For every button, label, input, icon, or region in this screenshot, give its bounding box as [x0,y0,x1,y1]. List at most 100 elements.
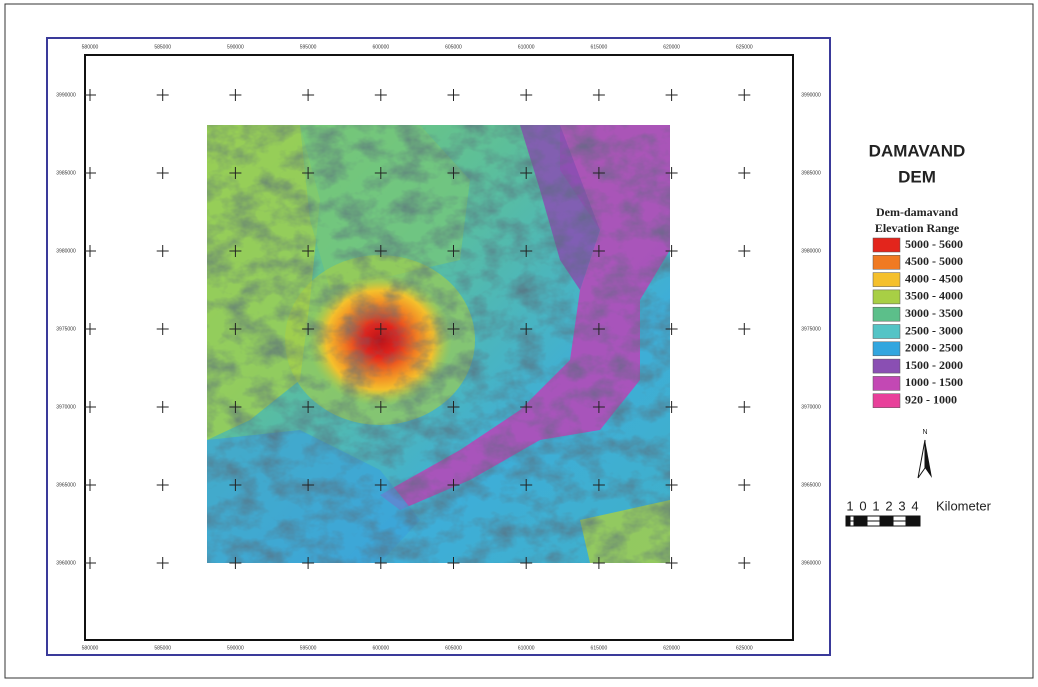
grid-cross [665,245,678,257]
grid-cross [374,557,387,569]
x-coord-label: 620000 [663,645,680,651]
coordinate-grid: 580000 580000 585000 585000 590000 590000 5950… [56,44,821,651]
x-coord-label: 615000 [591,44,608,50]
grid-cross [302,557,315,569]
y-coord-label: 3970000 [56,404,76,410]
y-coord-label: 3970000 [801,404,821,410]
grid-cross [592,401,605,413]
grid-cross [302,323,315,335]
legend-label: 1500 - 2000 [905,358,963,372]
grid-cross [156,557,169,569]
y-coord-label: 3975000 [56,326,76,332]
grid-cross [156,401,169,413]
grid-cross [520,401,533,413]
dem-image [207,125,670,563]
grid-cross [229,479,242,491]
x-coord-label: 610000 [518,44,535,50]
legend-label: 2000 - 2500 [905,341,963,355]
x-coord-label: 605000 [445,44,462,50]
map-title: DAMAVAND [869,141,966,160]
grid-cross [738,167,751,179]
grid-cross [156,479,169,491]
north-arrow-shade [925,440,932,478]
grid-cross [447,89,460,101]
scale-unit: Kilometer [936,498,992,513]
grid-cross [84,323,96,335]
grid-cross [156,323,169,335]
grid-cross [520,89,533,101]
legend-label: 3000 - 3500 [905,306,963,320]
grid-cross [84,479,96,491]
grid-cross [738,245,751,257]
grid-cross [374,401,387,413]
legend-label: 3500 - 4000 [905,289,963,303]
grid-cross [156,89,169,101]
scale-tick-label: 1 [846,498,853,513]
grid-cross [592,479,605,491]
grid-cross [592,167,605,179]
y-coord-label: 3980000 [56,248,76,254]
page-border [4,3,1034,679]
legend-swatch [872,324,901,339]
x-coord-label: 580000 [82,645,99,651]
legend-swatch [872,237,901,253]
grid-cross [302,245,315,257]
x-coord-label: 595000 [300,645,317,651]
grid-cross [520,479,533,491]
y-coord-label: 3960000 [56,560,76,566]
grid-cross [374,89,387,101]
grid-cross [229,323,242,335]
x-coord-label: 600000 [372,44,389,50]
grid-cross [229,167,242,179]
grid-cross [520,557,533,569]
grid-cross [84,89,96,101]
grid-cross [665,401,678,413]
grid-cross [592,89,605,101]
grid-cross [520,245,533,257]
x-coord-label: 610000 [518,645,535,651]
y-coord-label: 3965000 [801,482,821,488]
legend-swatch [872,341,901,357]
grid-cross [520,323,533,335]
legend-swatch [872,393,901,408]
legend-layer: Dem-damavand [876,205,958,219]
legend-heading: Elevation Range [875,221,960,235]
grid-cross [229,245,242,257]
grid-cross [374,167,387,179]
x-coord-label: 590000 [227,44,244,50]
grid-cross [738,479,751,491]
legend: DAMAVAND DEM Dem-damavand Elevation Range 50… [845,141,992,527]
x-coord-label: 625000 [736,645,753,651]
north-label: N [922,429,927,436]
x-coord-label: 595000 [300,44,317,50]
y-coord-label: 3965000 [56,482,76,488]
grid-cross [665,89,678,101]
y-coord-label: 3990000 [801,92,821,98]
grid-cross [447,479,460,491]
grid-cross [592,557,605,569]
y-coord-label: 3990000 [56,92,76,98]
grid-cross [229,89,242,101]
grid-cross [447,245,460,257]
grid-cross [374,245,387,257]
x-coord-label: 625000 [736,44,753,50]
legend-swatch [872,376,901,391]
grid-cross [84,401,96,413]
x-coord-label: 605000 [445,645,462,651]
grid-cross [302,167,315,179]
legend-swatch [872,255,901,270]
grid-cross [665,167,678,179]
legend-label: 1000 - 1500 [905,375,963,389]
legend-label: 2500 - 3000 [905,323,963,337]
y-coord-label: 3960000 [801,560,821,566]
grid-cross [738,323,751,335]
legend-swatch [872,306,901,322]
y-coord-label: 3985000 [56,170,76,176]
legend-label: 5000 - 5600 [905,237,963,251]
grid-cross [84,167,96,179]
legend-swatch [872,358,901,374]
grid-cross [738,557,751,569]
scale-tick-label: 1 [872,498,879,513]
x-coord-label: 580000 [82,44,99,50]
x-coord-label: 585000 [154,44,171,50]
